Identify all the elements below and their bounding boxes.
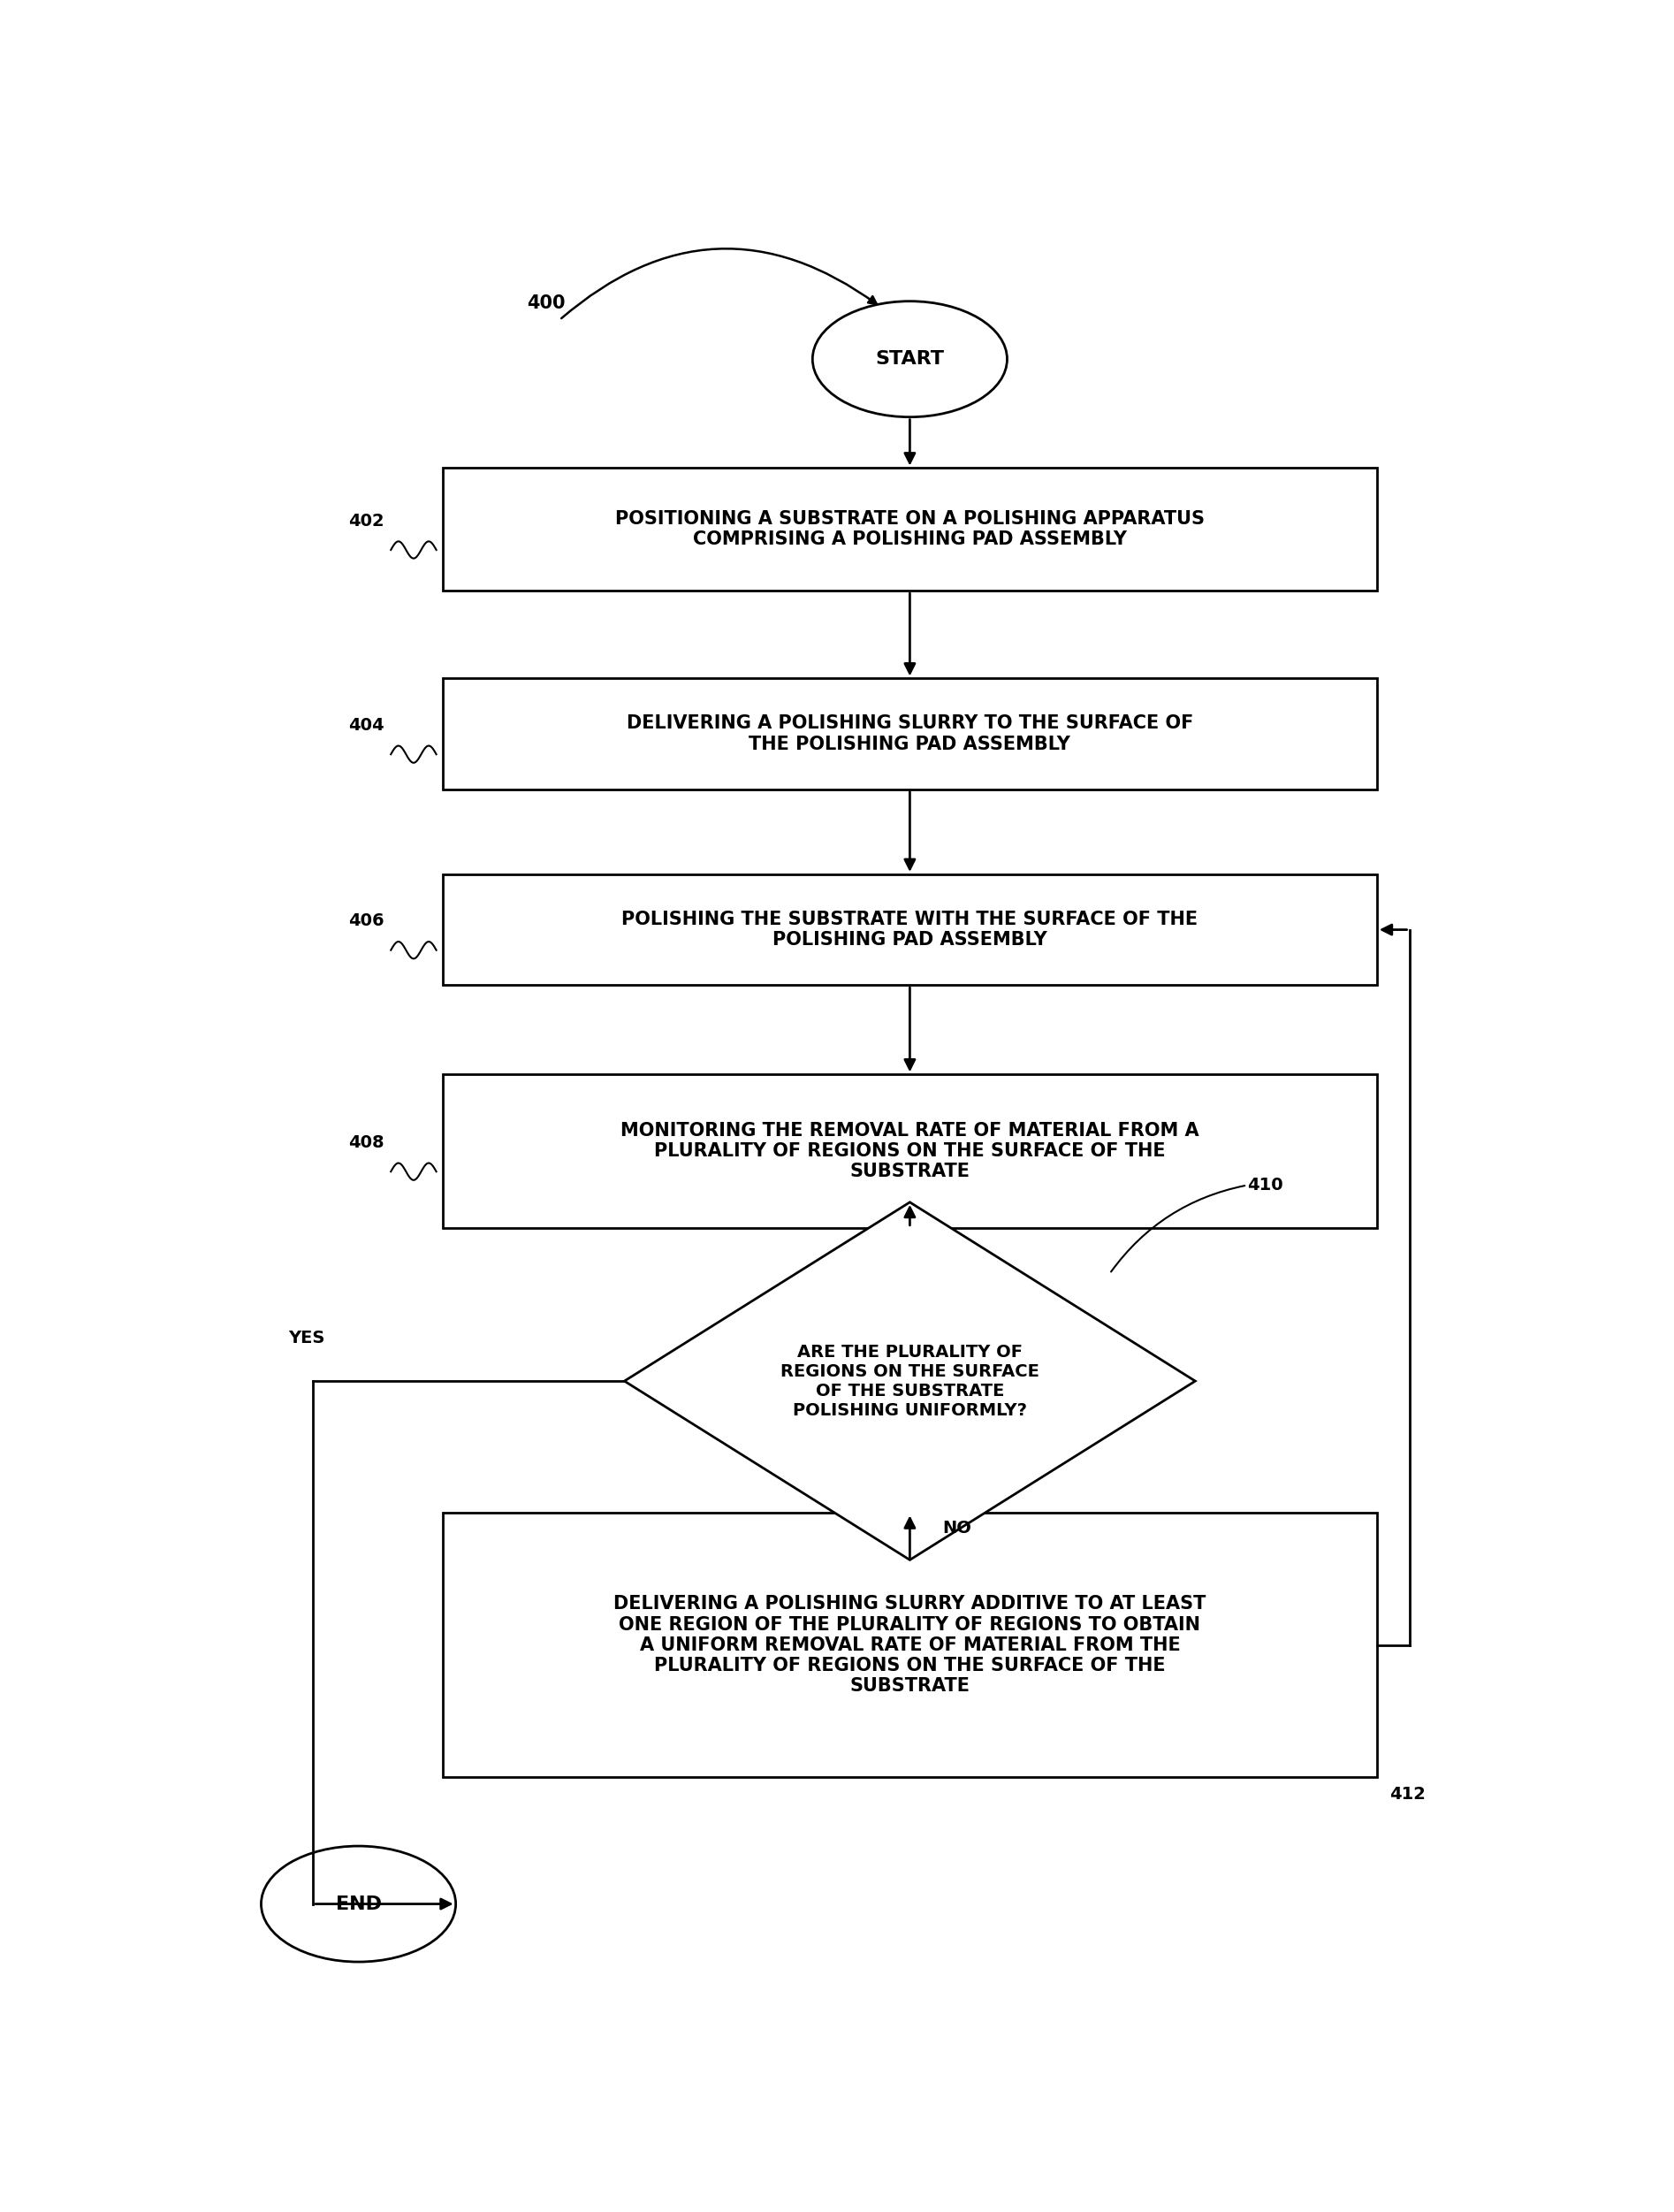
Text: END: END — [335, 1896, 382, 1913]
Ellipse shape — [261, 1847, 455, 1962]
Text: NO: NO — [942, 1520, 971, 1537]
Text: DELIVERING A POLISHING SLURRY ADDITIVE TO AT LEAST
ONE REGION OF THE PLURALITY O: DELIVERING A POLISHING SLURRY ADDITIVE T… — [614, 1595, 1205, 1694]
Text: ARE THE PLURALITY OF
REGIONS ON THE SURFACE
OF THE SUBSTRATE
POLISHING UNIFORMLY: ARE THE PLURALITY OF REGIONS ON THE SURF… — [780, 1343, 1040, 1418]
Text: 402: 402 — [348, 513, 385, 529]
Text: YES: YES — [288, 1329, 325, 1347]
Text: DELIVERING A POLISHING SLURRY TO THE SURFACE OF
THE POLISHING PAD ASSEMBLY: DELIVERING A POLISHING SLURRY TO THE SUR… — [626, 714, 1194, 752]
Text: START: START — [876, 349, 944, 367]
Text: POLISHING THE SUBSTRATE WITH THE SURFACE OF THE
POLISHING PAD ASSEMBLY: POLISHING THE SUBSTRATE WITH THE SURFACE… — [621, 911, 1199, 949]
Ellipse shape — [812, 301, 1008, 418]
Text: 404: 404 — [348, 717, 385, 734]
FancyBboxPatch shape — [442, 874, 1376, 984]
Text: 410: 410 — [1247, 1177, 1282, 1194]
Polygon shape — [624, 1203, 1195, 1559]
Text: 406: 406 — [348, 914, 385, 929]
Text: 408: 408 — [348, 1135, 385, 1150]
Text: 400: 400 — [527, 294, 566, 312]
FancyBboxPatch shape — [442, 469, 1376, 591]
Text: 412: 412 — [1389, 1785, 1426, 1803]
FancyBboxPatch shape — [442, 1513, 1376, 1776]
Text: MONITORING THE REMOVAL RATE OF MATERIAL FROM A
PLURALITY OF REGIONS ON THE SURFA: MONITORING THE REMOVAL RATE OF MATERIAL … — [621, 1121, 1199, 1181]
FancyBboxPatch shape — [442, 1075, 1376, 1228]
FancyBboxPatch shape — [442, 679, 1376, 790]
Text: POSITIONING A SUBSTRATE ON A POLISHING APPARATUS
COMPRISING A POLISHING PAD ASSE: POSITIONING A SUBSTRATE ON A POLISHING A… — [614, 511, 1205, 549]
